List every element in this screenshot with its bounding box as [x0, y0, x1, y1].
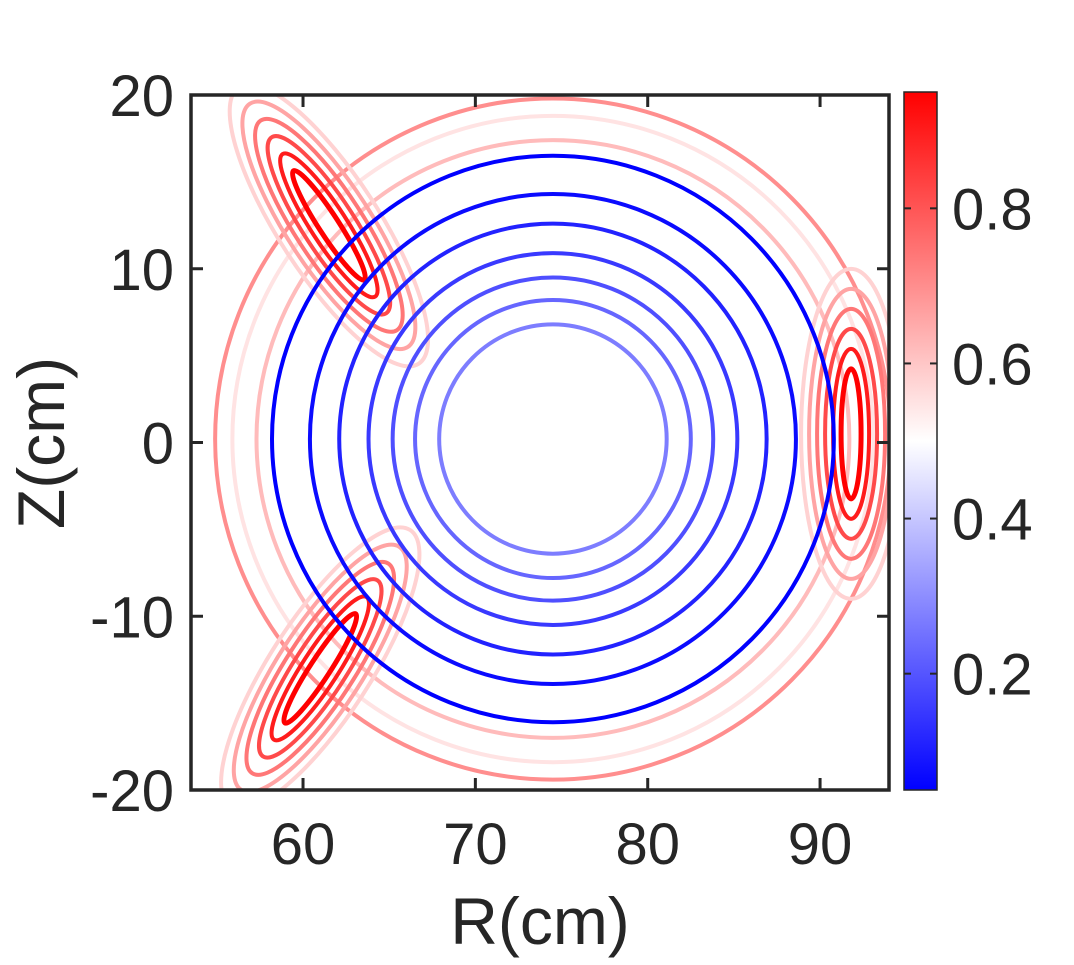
flux-surface-circle	[366, 251, 740, 627]
island-contour	[281, 611, 360, 726]
island-contour	[815, 306, 888, 561]
axis-ticks	[191, 93, 889, 792]
x-axis-label: R(cm)	[450, 884, 630, 958]
y-tick-label: -10	[90, 585, 174, 650]
outer-contour-ring	[213, 96, 889, 782]
x-tick-label: 90	[788, 812, 853, 877]
colorbar-tick-label: 0.4	[952, 488, 1033, 553]
flux-surface-circle	[390, 275, 716, 603]
colorbar-ticks	[904, 207, 937, 675]
island-contour	[257, 577, 384, 760]
x-tick-label: 80	[615, 812, 680, 877]
x-tick-label: 70	[443, 812, 508, 877]
colorbar-tick-label: 0.2	[952, 643, 1033, 708]
flux-surface-circle	[307, 192, 798, 687]
colorbar-tick-label: 0.8	[952, 177, 1033, 242]
x-tick-labels: 60 70 80 90	[271, 812, 853, 877]
y-tick-label: -20	[90, 759, 174, 824]
island-contour	[289, 168, 368, 283]
colorbar	[903, 91, 938, 791]
flux-surface-circle	[437, 322, 669, 556]
colorbar-tick-labels: 0.2 0.4 0.6 0.8	[952, 177, 1033, 707]
island-contour	[227, 95, 431, 369]
flux-surface-circle	[337, 221, 769, 657]
island-contour	[265, 134, 393, 317]
island-contour	[799, 266, 889, 601]
island-contour	[219, 525, 422, 790]
island-contour	[838, 366, 864, 502]
island-contour	[807, 286, 889, 581]
y-tick-label: 10	[109, 238, 174, 303]
y-axis-label: Z(cm)	[4, 357, 78, 529]
island-upper-left	[227, 95, 431, 369]
y-tick-label: 0	[142, 412, 174, 477]
x-tick-label: 60	[271, 812, 336, 877]
outer-contour-ring	[230, 113, 876, 765]
flux-surface-circle	[413, 298, 693, 581]
island-contour	[823, 326, 880, 541]
y-tick-label: 20	[109, 64, 174, 129]
colorbar-tick-label: 0.6	[952, 332, 1033, 397]
flux-surface-circle	[270, 153, 836, 725]
y-tick-labels: 20 10 0 -10 -20	[90, 64, 174, 824]
outer-contour-ring	[254, 138, 852, 740]
island-right	[799, 266, 889, 601]
island-contour	[244, 559, 397, 777]
island-contour	[278, 151, 380, 300]
contour-lines	[213, 95, 889, 790]
